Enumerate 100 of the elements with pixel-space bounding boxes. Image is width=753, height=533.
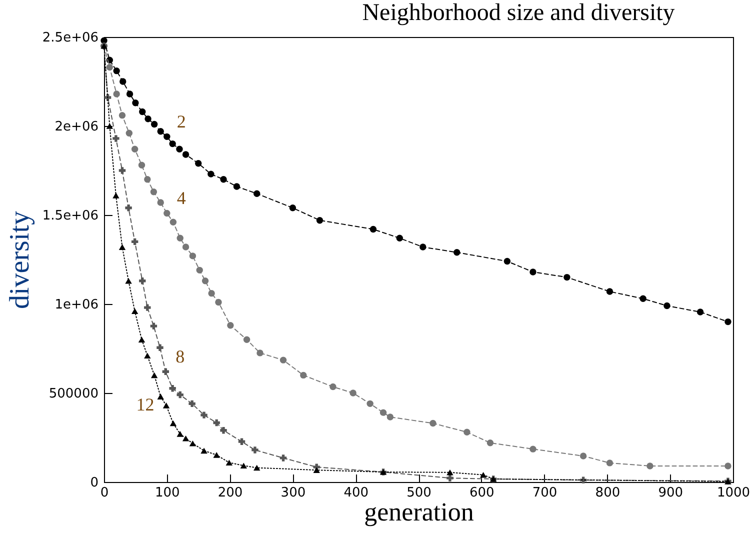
y-tick-label: 1e+06 [54,298,98,312]
point [169,140,176,148]
y-tick-label: 1.5e+06 [42,208,98,224]
point [240,462,247,469]
point [504,258,511,265]
x-tick-label: 0 [100,486,109,500]
point [106,123,114,129]
point [220,176,227,183]
point [126,90,134,98]
point [182,244,190,250]
point [164,133,170,140]
point [208,290,215,297]
point [131,238,138,246]
point [724,462,732,470]
y-tick-label: 2e+06 [54,120,98,134]
point [196,266,203,274]
point [176,391,184,398]
point [188,400,196,408]
series-label: 2 [176,112,186,132]
point [170,420,177,426]
x-tick-label: 400 [344,486,369,500]
x-tick-label: 900 [658,486,684,500]
point [480,472,487,478]
x-tick-label: 200 [218,486,243,500]
point [144,176,151,183]
point [243,336,250,343]
point [150,120,158,128]
point [420,244,426,250]
point [164,210,170,217]
point [530,446,536,452]
point [640,295,646,302]
x-tick-label: 500 [406,486,432,500]
point [253,464,260,471]
point [430,420,436,427]
point [724,318,732,326]
point [380,409,387,416]
point [144,352,151,359]
point [464,428,470,436]
point [280,356,287,364]
point [157,199,164,206]
y-axis-title: diversity [4,211,36,309]
x-tick-label: 1000 [716,486,750,500]
point [176,146,183,152]
point [370,226,377,233]
point [664,302,670,310]
point [696,308,704,316]
point [200,448,208,454]
point [126,130,133,136]
x-tick-label: 700 [532,486,558,500]
point [169,385,176,392]
series-label: 8 [176,346,185,367]
point [486,439,494,446]
point [138,162,146,169]
point [113,90,120,98]
point [454,249,460,256]
x-axis-title: generation [364,498,474,526]
point [125,204,132,212]
point [150,188,158,196]
point [139,108,146,116]
point [182,151,190,158]
point [606,460,614,466]
x-tick-label: 100 [154,486,180,500]
point [227,322,234,329]
point [118,244,126,250]
point [289,204,296,212]
point [150,322,158,330]
point [139,278,146,284]
y-tick-label: 2.5e+06 [42,30,98,46]
point [131,146,138,152]
point [112,135,120,142]
point [162,402,170,408]
point [213,419,220,426]
point [580,452,587,460]
point [176,234,184,242]
x-tick-label: 600 [469,486,494,500]
point [157,128,164,135]
point [350,390,356,396]
point [280,454,287,462]
point [182,435,190,442]
point [176,431,184,437]
point [446,474,454,482]
point [113,67,120,74]
point [446,469,454,476]
point [208,170,214,178]
point [106,64,114,71]
point [316,216,324,224]
point [150,372,158,378]
point [226,460,233,466]
series-label: 4 [176,188,186,208]
point [564,274,570,281]
point [213,452,220,458]
point [215,298,222,306]
point [131,308,138,314]
point [646,462,654,470]
point [132,100,139,106]
point [194,160,202,167]
point [202,278,209,284]
point [252,446,258,454]
point [386,414,394,420]
point [156,344,164,351]
